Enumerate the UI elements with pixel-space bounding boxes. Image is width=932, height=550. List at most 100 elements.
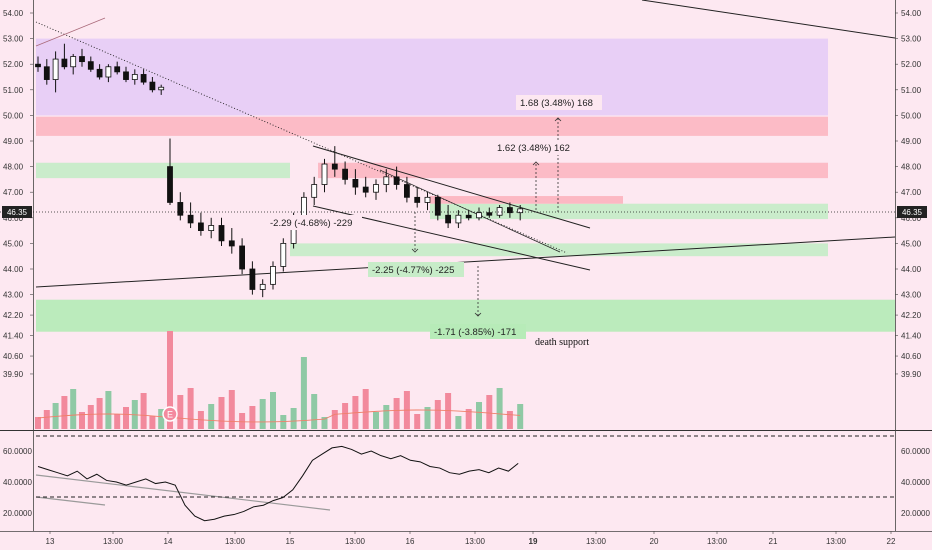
volume-bar [70, 389, 77, 429]
candle-body [496, 207, 503, 216]
time-tick-label: 13:00 [586, 537, 607, 546]
price-tick-label-right: 44.00 [901, 265, 922, 274]
volume-bar [167, 331, 173, 429]
price-tick-label-right: 53.00 [901, 35, 922, 44]
volume-bar [506, 411, 513, 429]
price-tick-label-left: 53.00 [3, 35, 24, 44]
price-tick-label-left: 45.00 [3, 239, 24, 248]
volume-bar [311, 394, 318, 429]
volume-bar [249, 406, 256, 429]
zone-supply [430, 196, 623, 204]
volume-bar [114, 414, 121, 429]
candle-body [249, 268, 256, 290]
rsi-trendline [35, 474, 331, 511]
price-tick-label-left: 43.00 [3, 291, 24, 300]
candle-body [331, 163, 338, 170]
time-tick-label: 20 [650, 537, 659, 546]
price-tick-label-right: 50.00 [901, 111, 922, 120]
measure-label-4: -2.25 (-4.77%) -225 [368, 262, 464, 277]
measure-text-1: 1.68 (3.48%) 168 [520, 98, 593, 109]
last-price-tag-right: 46.35 [897, 206, 927, 218]
candle-body [158, 86, 165, 91]
volume-bar [424, 407, 431, 429]
measure-label-2: 1.62 (3.48%) 162 [493, 140, 579, 155]
zone-supply [36, 38, 828, 116]
rsi-trendline-short [35, 496, 106, 506]
price-tick-label-left: 39.90 [3, 370, 24, 379]
time-tick-label: 19 [529, 537, 538, 546]
volume-bar [465, 409, 472, 429]
candle-body [280, 242, 287, 267]
volume-bar [79, 412, 85, 429]
price-tick-label-right: 54.00 [901, 9, 922, 18]
trendlines-layer [35, 0, 896, 511]
volume-bar [383, 405, 390, 429]
candle-body [373, 184, 379, 193]
time-tick-label: 22 [887, 537, 896, 546]
volume-bar [331, 410, 338, 429]
measure-arrow-down-2-head [474, 312, 482, 317]
volume-bar [270, 392, 276, 429]
candle-body [486, 212, 493, 216]
time-tick-label: 13:00 [826, 537, 847, 546]
volume-bar [517, 404, 524, 429]
rsi-tick-label-left: 20.0000 [3, 509, 32, 518]
candle-body [455, 214, 462, 224]
price-tick-label-left: 50.00 [3, 111, 24, 120]
measure-text-5: -1.71 (-3.85%) -171 [434, 327, 516, 338]
earnings-marker: E [162, 406, 178, 422]
candle-body [476, 212, 482, 219]
rsi-tick-label-left: 60.0000 [3, 447, 32, 456]
candle-body [414, 196, 421, 203]
axes-layer: 54.00 54.00 53.00 53.00 52.00 52.00 51.00 51.00… [0, 9, 930, 546]
candle-body [35, 63, 41, 68]
candle-body [87, 61, 94, 70]
candle-body [61, 58, 68, 68]
candle-body [383, 176, 390, 185]
measure-label-3: -2.29 (-4.68%) -229 [266, 215, 362, 230]
price-tick-label-left: 41.40 [3, 332, 24, 341]
volume-bar [414, 414, 421, 429]
volume-bar [105, 391, 112, 429]
candle-body [300, 196, 307, 219]
volume-ma-line [37, 409, 521, 423]
rsi-tick-label-left: 40.0000 [3, 478, 32, 487]
candle-body [105, 66, 112, 78]
price-tick-label-right: 39.90 [901, 370, 922, 379]
volume-bar [300, 357, 307, 429]
measure-text-2: 1.62 (3.48%) 162 [497, 143, 570, 154]
price-tick-label-left: 52.00 [3, 60, 24, 69]
volume-bar [208, 404, 215, 429]
candle-body [70, 56, 77, 68]
price-tick-label-right: 48.00 [901, 163, 922, 172]
volume-bar [61, 396, 68, 429]
candle-body [79, 56, 85, 63]
trendline-long-support [35, 236, 896, 288]
price-tick-label-left: 51.00 [3, 86, 24, 95]
rsi-layer [37, 445, 519, 522]
zone-supply [36, 116, 828, 136]
volume-bar [35, 417, 41, 429]
last-price-tag-left: 46.35 [2, 206, 32, 218]
zone-demand [36, 162, 290, 179]
volume-bar [321, 417, 328, 429]
volume-layer [35, 331, 524, 429]
volume-bar [149, 416, 156, 429]
candle-body [140, 74, 147, 83]
death-support-label: death support [535, 337, 589, 348]
volume-bar [393, 398, 400, 429]
time-tick-label: 13 [46, 537, 55, 546]
rsi-pane [0, 431, 895, 531]
price-tick-label-right: 41.40 [901, 332, 922, 341]
measure-arrows-layer [411, 117, 562, 317]
candle-body [517, 208, 524, 214]
last-price-left: 46.35 [7, 208, 28, 217]
price-tick-label-left: 48.00 [3, 163, 24, 172]
volume-bar [177, 395, 184, 429]
candle-body [403, 184, 410, 198]
volume-bar [228, 390, 235, 429]
volume-bar [96, 398, 103, 429]
volume-bar [140, 393, 147, 429]
channel-upper [312, 145, 591, 229]
